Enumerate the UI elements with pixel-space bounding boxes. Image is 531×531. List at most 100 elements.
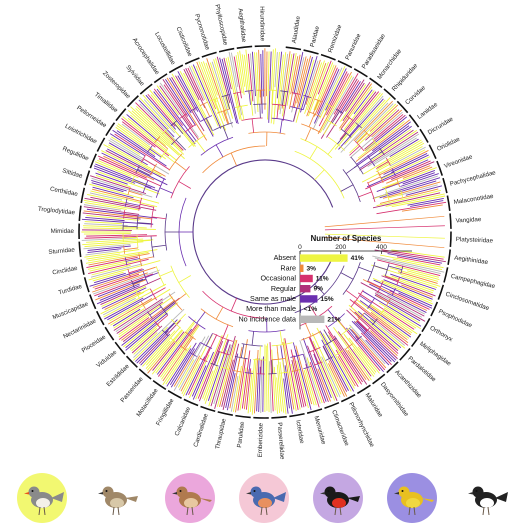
tip-branch: [214, 335, 236, 409]
tip-branch: [161, 324, 200, 380]
tip-branch: [173, 336, 206, 392]
clade-bar: [285, 46, 302, 51]
tip-branch: [295, 59, 315, 123]
tip-branch: [353, 125, 412, 169]
internal-branch: [349, 145, 361, 156]
tip-branch: [405, 185, 443, 196]
tip-branch: [407, 197, 444, 206]
internal-branch: [196, 140, 206, 153]
tip-branch: [83, 199, 139, 211]
internal-branch: [203, 103, 211, 117]
tip-branch: [95, 163, 156, 189]
tip-branch: [196, 61, 217, 110]
tip-branch: [85, 251, 149, 264]
internal-branch: [253, 103, 267, 105]
bird-eye: [179, 490, 182, 492]
tip-branch: [327, 331, 363, 385]
internal-branch: [174, 293, 187, 303]
tip-branch: [262, 50, 264, 97]
tip-branch: [147, 340, 175, 374]
internal-branch: [259, 104, 261, 119]
tip-branch: [146, 329, 183, 371]
tip-branch: [379, 188, 439, 204]
internal-branch: [221, 366, 230, 370]
family-label: Campephagidae: [450, 273, 496, 290]
bird-head: [102, 486, 114, 498]
internal-branch: [196, 311, 206, 324]
tip-branch: [125, 323, 158, 351]
tip-branch: [85, 216, 125, 222]
tip-branch: [185, 356, 206, 396]
tip-branch: [169, 342, 197, 386]
tip-branch: [276, 377, 281, 414]
internal-branch: [138, 197, 143, 211]
tip-branch: [123, 302, 179, 348]
tip-branch: [365, 109, 400, 141]
internal-branch: [327, 309, 338, 321]
internal-branch: [337, 319, 347, 332]
tip-branch: [317, 71, 352, 135]
tip-branch: [328, 360, 348, 397]
internal-branch: [292, 93, 297, 108]
tip-branch: [142, 94, 182, 138]
tip-branch: [321, 356, 341, 398]
clade-bar: [419, 128, 429, 143]
long-branch: [324, 236, 445, 249]
tip-branch: [362, 279, 428, 311]
tip-branch: [118, 296, 173, 336]
internal-branch: [163, 153, 175, 163]
x-tick-label: 200: [335, 244, 346, 251]
clade-bar: [125, 355, 138, 368]
tip-branch: [96, 285, 140, 305]
tip-branch: [293, 56, 307, 108]
tip-branch: [262, 356, 264, 412]
tip-branch: [159, 82, 199, 138]
clade-bar: [167, 390, 182, 399]
internal-branch: [337, 132, 347, 145]
internal-branch: [345, 115, 353, 121]
tip-branch: [283, 378, 289, 414]
tip-branch: [343, 91, 377, 133]
tip-branch: [276, 54, 284, 113]
tip-branch: [391, 195, 446, 208]
tip-branch: [265, 345, 268, 411]
species-bar-chart: Number of Species 0 200 400 Absent 41% Rare 3% O…: [238, 234, 412, 330]
clade-bar: [183, 398, 199, 407]
family-label: Paradisaeidae: [361, 32, 388, 70]
internal-branch: [323, 329, 332, 342]
internal-branch: [192, 109, 201, 122]
tip-branch: [258, 366, 261, 413]
tip-branch: [187, 67, 204, 101]
family-label: Calcariidae: [174, 405, 193, 437]
internal-branch: [164, 322, 176, 334]
internal-branch: [253, 359, 267, 361]
internal-branch: [373, 265, 388, 271]
tip-branch: [309, 361, 325, 404]
clade-bar: [436, 160, 444, 176]
tip-branch: [101, 285, 147, 307]
internal-branch: [154, 136, 161, 144]
tip-branch: [93, 167, 136, 184]
tip-branch: [95, 174, 131, 188]
internal-branch: [189, 324, 199, 337]
internal-branch: [222, 339, 229, 354]
tip-branch: [87, 249, 158, 262]
internal-branch: [327, 143, 338, 155]
tip-branch: [386, 165, 431, 184]
internal-branch: [349, 124, 359, 136]
internal-branch: [370, 151, 383, 160]
bird-head: [176, 486, 188, 498]
tip-branch: [82, 239, 154, 246]
bird-leg: [112, 506, 115, 516]
family-label: Cisticolidae: [175, 26, 194, 58]
tip-branch: [139, 103, 176, 141]
internal-branch: [251, 118, 255, 133]
tip-branch: [94, 273, 154, 297]
tip-branch: [276, 51, 283, 99]
clade-bar: [337, 60, 353, 69]
clade-bar: [89, 294, 97, 310]
bird-leg: [186, 506, 189, 516]
family-label: Climacteridae: [330, 409, 350, 447]
internal-branch: [230, 152, 238, 166]
tip-branch: [387, 253, 443, 264]
